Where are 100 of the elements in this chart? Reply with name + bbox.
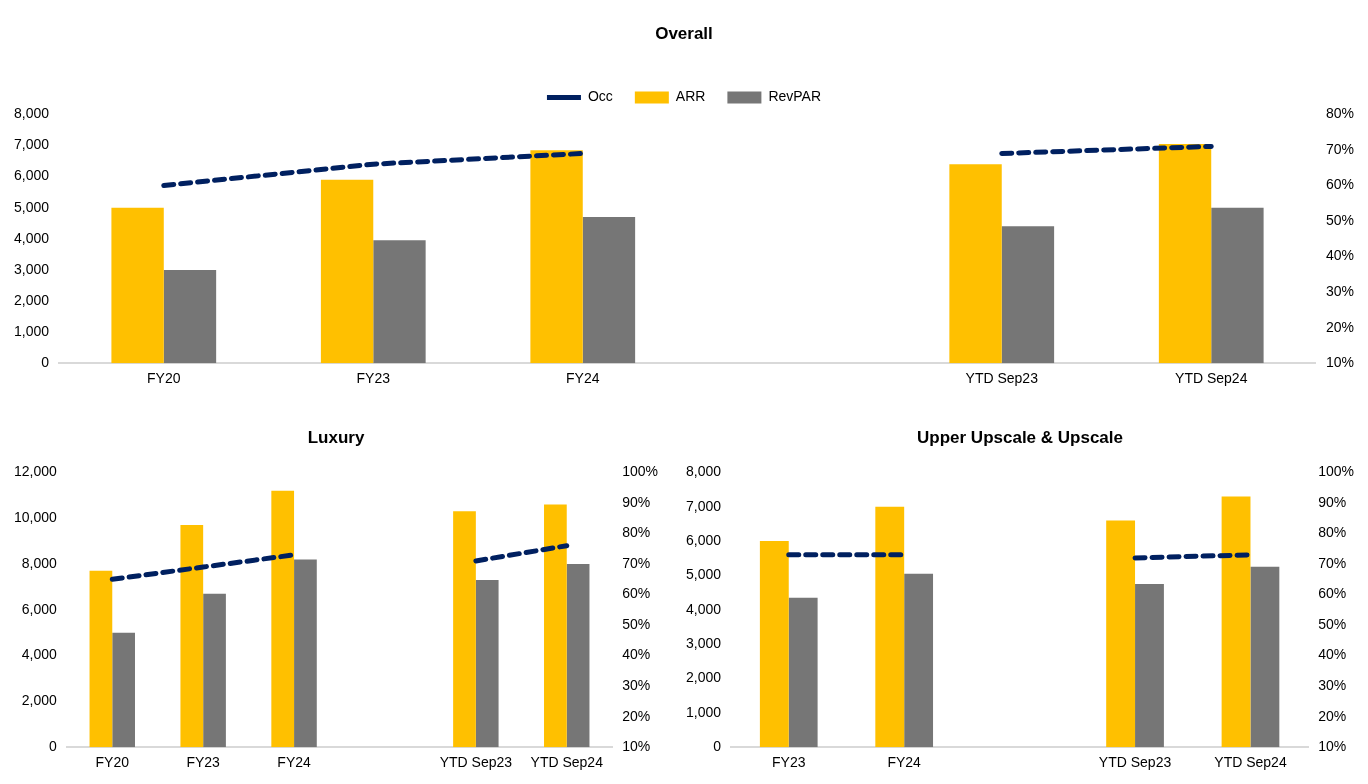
y2-tick-label: 20% xyxy=(622,707,651,724)
y2-tick-label: 60% xyxy=(622,585,651,602)
x-tick-label: YTD Sep24 xyxy=(1214,754,1287,771)
y2-tick-label: 30% xyxy=(1325,282,1355,299)
y2-tick-label: 60% xyxy=(1325,176,1355,193)
x-tick-label: YTD Sep24 xyxy=(1175,370,1248,387)
y-tick-label: 0 xyxy=(41,354,50,371)
y-tick-label: 2,000 xyxy=(685,669,722,686)
x-tick-label: YTD Sep23 xyxy=(1098,754,1172,771)
x-tick-label: FY20 xyxy=(147,370,181,387)
bar xyxy=(904,573,934,748)
y-tick-label: 3,000 xyxy=(685,635,722,652)
chart-title: Luxury xyxy=(307,427,365,447)
bar xyxy=(112,632,135,748)
y-tick-label: 0 xyxy=(49,738,58,755)
bar xyxy=(759,541,789,748)
y2-tick-label: 50% xyxy=(622,615,651,632)
y2-tick-label: 70% xyxy=(1325,140,1355,157)
legend-label: RevPAR xyxy=(768,88,822,105)
bar xyxy=(203,593,226,748)
bar xyxy=(475,580,499,748)
y-tick-label: 7,000 xyxy=(13,136,50,153)
y-tick-label: 6,000 xyxy=(13,167,50,184)
x-tick-label: YTD Sep24 xyxy=(530,754,604,771)
y-tick-label: 7,000 xyxy=(685,497,722,514)
y2-tick-label: 50% xyxy=(1325,211,1355,228)
y-tick-label: 8,000 xyxy=(13,105,50,122)
bar xyxy=(1106,520,1136,748)
y2-tick-label: 90% xyxy=(1318,493,1347,510)
bar xyxy=(373,240,426,364)
y2-tick-label: 40% xyxy=(1318,646,1347,663)
y-tick-label: 5,000 xyxy=(13,198,50,215)
bar xyxy=(566,564,590,748)
bar xyxy=(1221,496,1251,748)
y2-tick-label: 80% xyxy=(1325,105,1355,122)
y-tick-label: 1,000 xyxy=(13,322,50,339)
y-tick-label: 8,000 xyxy=(21,554,58,571)
y-tick-label: 4,000 xyxy=(13,229,50,246)
chart-title: Upper Upscale & Upscale xyxy=(917,427,1123,447)
y-tick-label: 2,000 xyxy=(21,692,58,709)
bar xyxy=(530,150,583,364)
bar xyxy=(111,207,164,364)
bar xyxy=(320,179,374,364)
y-tick-label: 3,000 xyxy=(13,260,50,277)
y2-tick-label: 60% xyxy=(1318,585,1347,602)
bar xyxy=(1135,584,1164,748)
y-tick-label: 0 xyxy=(713,738,722,755)
y-tick-label: 6,000 xyxy=(21,600,58,617)
x-tick-label: FY23 xyxy=(772,754,806,771)
x-tick-label: FY23 xyxy=(356,370,391,387)
bar xyxy=(875,506,905,748)
legend-label: Occ xyxy=(587,88,613,105)
x-tick-label: FY24 xyxy=(887,754,922,771)
y2-tick-label: 100% xyxy=(622,463,659,480)
y2-tick-label: 30% xyxy=(1318,676,1347,693)
y2-tick-label: 40% xyxy=(1325,247,1355,264)
y-tick-label: 4,000 xyxy=(21,646,58,663)
y-tick-label: 8,000 xyxy=(685,463,722,480)
bar xyxy=(163,269,217,364)
y2-tick-label: 80% xyxy=(1318,524,1347,541)
y2-tick-label: 10% xyxy=(1325,354,1355,371)
y-tick-label: 2,000 xyxy=(13,291,50,308)
y2-tick-label: 90% xyxy=(622,493,651,510)
x-tick-label: FY20 xyxy=(95,754,130,771)
bar xyxy=(89,570,113,748)
y2-tick-label: 20% xyxy=(1318,707,1347,724)
bar xyxy=(453,511,476,748)
chart-title: Overall xyxy=(655,23,713,43)
y-tick-label: 1,000 xyxy=(685,703,722,720)
bar xyxy=(582,217,636,364)
y2-tick-label: 20% xyxy=(1325,318,1355,335)
y-tick-label: 6,000 xyxy=(685,531,722,548)
y-tick-label: 10,000 xyxy=(13,509,58,526)
bar xyxy=(180,525,204,748)
bar xyxy=(1211,207,1264,364)
y2-tick-label: 70% xyxy=(622,554,651,571)
y2-tick-label: 50% xyxy=(1318,615,1347,632)
bar xyxy=(1158,143,1212,364)
x-tick-label: FY23 xyxy=(186,754,221,771)
y2-tick-label: 40% xyxy=(622,646,651,663)
legend-label: ARR xyxy=(675,88,706,105)
y-tick-label: 5,000 xyxy=(685,566,722,583)
y2-tick-label: 100% xyxy=(1318,463,1355,480)
bar xyxy=(1001,226,1055,364)
y2-tick-label: 70% xyxy=(1318,554,1347,571)
bar xyxy=(271,490,295,748)
y2-tick-label: 10% xyxy=(622,738,651,755)
x-tick-label: YTD Sep23 xyxy=(439,754,513,771)
bar xyxy=(949,164,1002,364)
x-tick-label: FY24 xyxy=(277,754,311,771)
x-tick-label: FY24 xyxy=(566,370,600,387)
bar xyxy=(1250,566,1280,748)
bar xyxy=(294,559,317,748)
y2-tick-label: 30% xyxy=(622,676,651,693)
y2-tick-label: 80% xyxy=(622,524,651,541)
y-tick-label: 12,000 xyxy=(13,463,58,480)
y-tick-label: 4,000 xyxy=(685,600,722,617)
bar xyxy=(788,597,818,748)
x-tick-label: YTD Sep23 xyxy=(965,370,1039,387)
y2-tick-label: 10% xyxy=(1318,738,1347,755)
